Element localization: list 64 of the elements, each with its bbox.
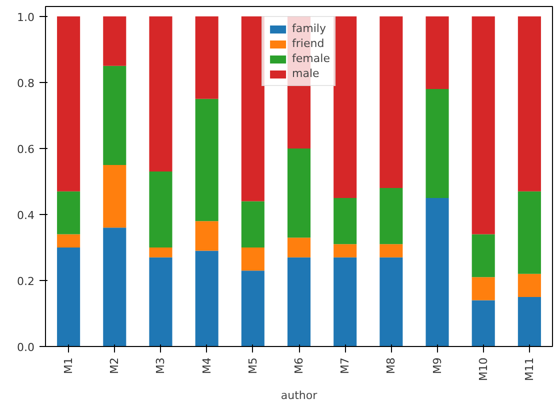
bar bbox=[426, 198, 449, 346]
bar bbox=[103, 164, 126, 228]
bar bbox=[103, 16, 126, 66]
bar bbox=[149, 16, 172, 172]
bar bbox=[149, 172, 172, 248]
bar bbox=[103, 66, 126, 165]
bar bbox=[287, 238, 311, 258]
legend-label: friend bbox=[292, 37, 324, 50]
x-tick-label: M11 bbox=[522, 357, 536, 381]
bar bbox=[334, 16, 357, 198]
bar bbox=[380, 257, 403, 346]
bar bbox=[195, 250, 218, 346]
x-tick-label: M4 bbox=[200, 357, 214, 374]
bar bbox=[426, 16, 449, 90]
x-tick-label: M6 bbox=[292, 357, 306, 374]
bar bbox=[472, 300, 495, 346]
bar bbox=[57, 16, 80, 192]
bar bbox=[380, 188, 403, 244]
bar bbox=[380, 244, 403, 258]
bar bbox=[103, 228, 126, 346]
bar bbox=[241, 270, 264, 346]
bar bbox=[472, 277, 495, 300]
y-tick-label: 0.2 bbox=[17, 274, 35, 288]
bar bbox=[149, 257, 172, 346]
x-tick-label: M9 bbox=[430, 357, 444, 374]
y-tick-label: 0.6 bbox=[17, 142, 35, 156]
bar bbox=[334, 257, 357, 346]
bar bbox=[518, 191, 541, 274]
bar bbox=[195, 16, 218, 99]
bar bbox=[518, 16, 541, 192]
bar bbox=[241, 201, 264, 248]
bar bbox=[472, 234, 495, 278]
y-tick-label: 0.4 bbox=[17, 208, 35, 222]
bar bbox=[57, 191, 80, 234]
bar bbox=[287, 257, 311, 346]
y-tick-label: 1.0 bbox=[17, 10, 35, 24]
bar bbox=[518, 274, 541, 297]
bar bbox=[57, 247, 80, 346]
bar bbox=[57, 234, 80, 248]
x-axis-title: author bbox=[280, 388, 318, 402]
bar bbox=[334, 244, 357, 258]
bar bbox=[241, 16, 264, 202]
x-tick-label: M1 bbox=[62, 357, 76, 374]
bar bbox=[149, 247, 172, 258]
bar bbox=[241, 247, 264, 271]
bar bbox=[472, 16, 495, 234]
x-tick-label: M10 bbox=[476, 357, 490, 381]
bar bbox=[380, 16, 403, 188]
bar bbox=[518, 296, 541, 346]
bar bbox=[334, 198, 357, 244]
x-tick-label: M3 bbox=[154, 357, 168, 374]
x-tick-label: M7 bbox=[338, 357, 352, 374]
x-tick-label: M8 bbox=[384, 357, 398, 374]
x-tick-label: M2 bbox=[108, 357, 122, 374]
bar bbox=[195, 98, 218, 222]
y-tick-label: 0.8 bbox=[17, 76, 35, 90]
legend-label: family bbox=[292, 22, 326, 35]
legend-label: male bbox=[292, 67, 320, 80]
x-tick-label: M5 bbox=[246, 357, 260, 374]
bar bbox=[426, 89, 449, 198]
legend-label: female bbox=[292, 52, 330, 65]
bar bbox=[287, 148, 311, 238]
bar bbox=[195, 221, 218, 251]
y-tick-label: 0.0 bbox=[17, 341, 35, 354]
